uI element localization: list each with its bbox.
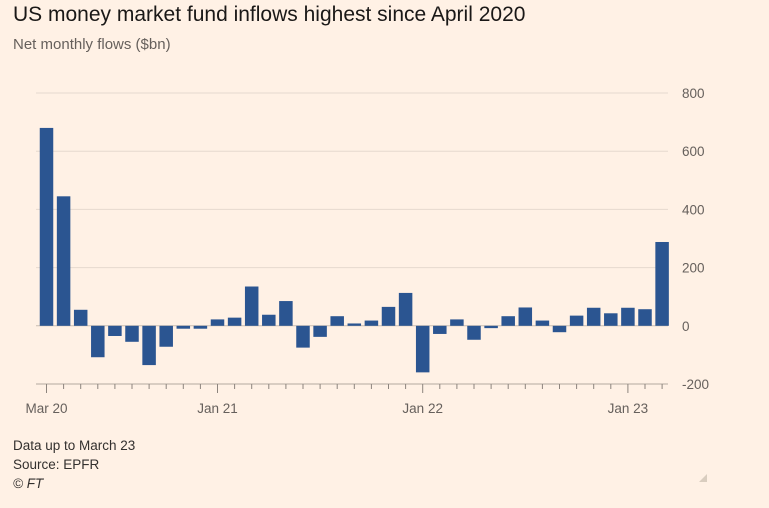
chart-subtitle: Net monthly flows ($bn) bbox=[13, 36, 171, 53]
bars bbox=[39, 127, 669, 373]
bar bbox=[415, 325, 430, 373]
y-tick-label: 0 bbox=[682, 319, 690, 334]
bar bbox=[244, 286, 259, 326]
bar bbox=[91, 325, 105, 358]
bar bbox=[518, 307, 533, 326]
x-tick-label: Jan 22 bbox=[402, 401, 443, 416]
bar bbox=[262, 314, 276, 326]
y-tick-label: 200 bbox=[682, 261, 705, 276]
bar bbox=[56, 196, 71, 326]
bar bbox=[621, 307, 635, 326]
bar bbox=[398, 292, 413, 326]
bar bbox=[501, 316, 515, 326]
bar bbox=[227, 317, 242, 326]
bar bbox=[535, 320, 550, 326]
x-tick-label: Jan 23 bbox=[608, 401, 649, 416]
tick-labels: 800 600 400 200 0 -200 Mar 20 Jan 21 Jan 22 Jan 2… bbox=[25, 86, 709, 416]
bar bbox=[125, 325, 139, 342]
bar bbox=[586, 307, 601, 326]
bar bbox=[381, 306, 396, 326]
x-tick-label: Mar 20 bbox=[25, 401, 67, 416]
x-tick-label: Jan 21 bbox=[197, 401, 238, 416]
bar bbox=[313, 325, 327, 337]
resize-handle-icon[interactable] bbox=[699, 474, 707, 482]
bar bbox=[655, 241, 669, 326]
bar bbox=[484, 325, 498, 329]
y-tick-label: -200 bbox=[682, 377, 709, 392]
bar bbox=[73, 309, 88, 326]
bar bbox=[450, 319, 464, 326]
bar bbox=[176, 325, 191, 329]
bar bbox=[330, 316, 344, 326]
chart-footer: Data up to March 23 Source: EPFR © FT bbox=[13, 436, 135, 493]
bar bbox=[108, 325, 122, 336]
bar bbox=[552, 325, 567, 333]
x-axis bbox=[36, 383, 668, 393]
bar bbox=[433, 325, 447, 334]
bar bbox=[210, 319, 225, 326]
y-tick-label: 600 bbox=[682, 144, 705, 159]
bar bbox=[142, 325, 156, 366]
bar bbox=[569, 315, 584, 326]
bar bbox=[279, 301, 293, 326]
bar bbox=[347, 323, 362, 326]
bar bbox=[159, 325, 173, 347]
copyright: © FT bbox=[13, 476, 44, 491]
bar bbox=[296, 325, 310, 348]
bar bbox=[193, 325, 208, 329]
chart-title: US money market fund inflows highest sin… bbox=[13, 3, 526, 26]
y-tick-label: 800 bbox=[682, 86, 705, 101]
source-note: Source: EPFR bbox=[13, 457, 100, 472]
bar bbox=[39, 127, 54, 326]
y-tick-label: 400 bbox=[682, 202, 705, 217]
bar bbox=[604, 313, 618, 326]
bar bbox=[364, 320, 379, 326]
data-note: Data up to March 23 bbox=[13, 438, 136, 453]
bar bbox=[638, 309, 652, 326]
bar bbox=[467, 325, 481, 340]
